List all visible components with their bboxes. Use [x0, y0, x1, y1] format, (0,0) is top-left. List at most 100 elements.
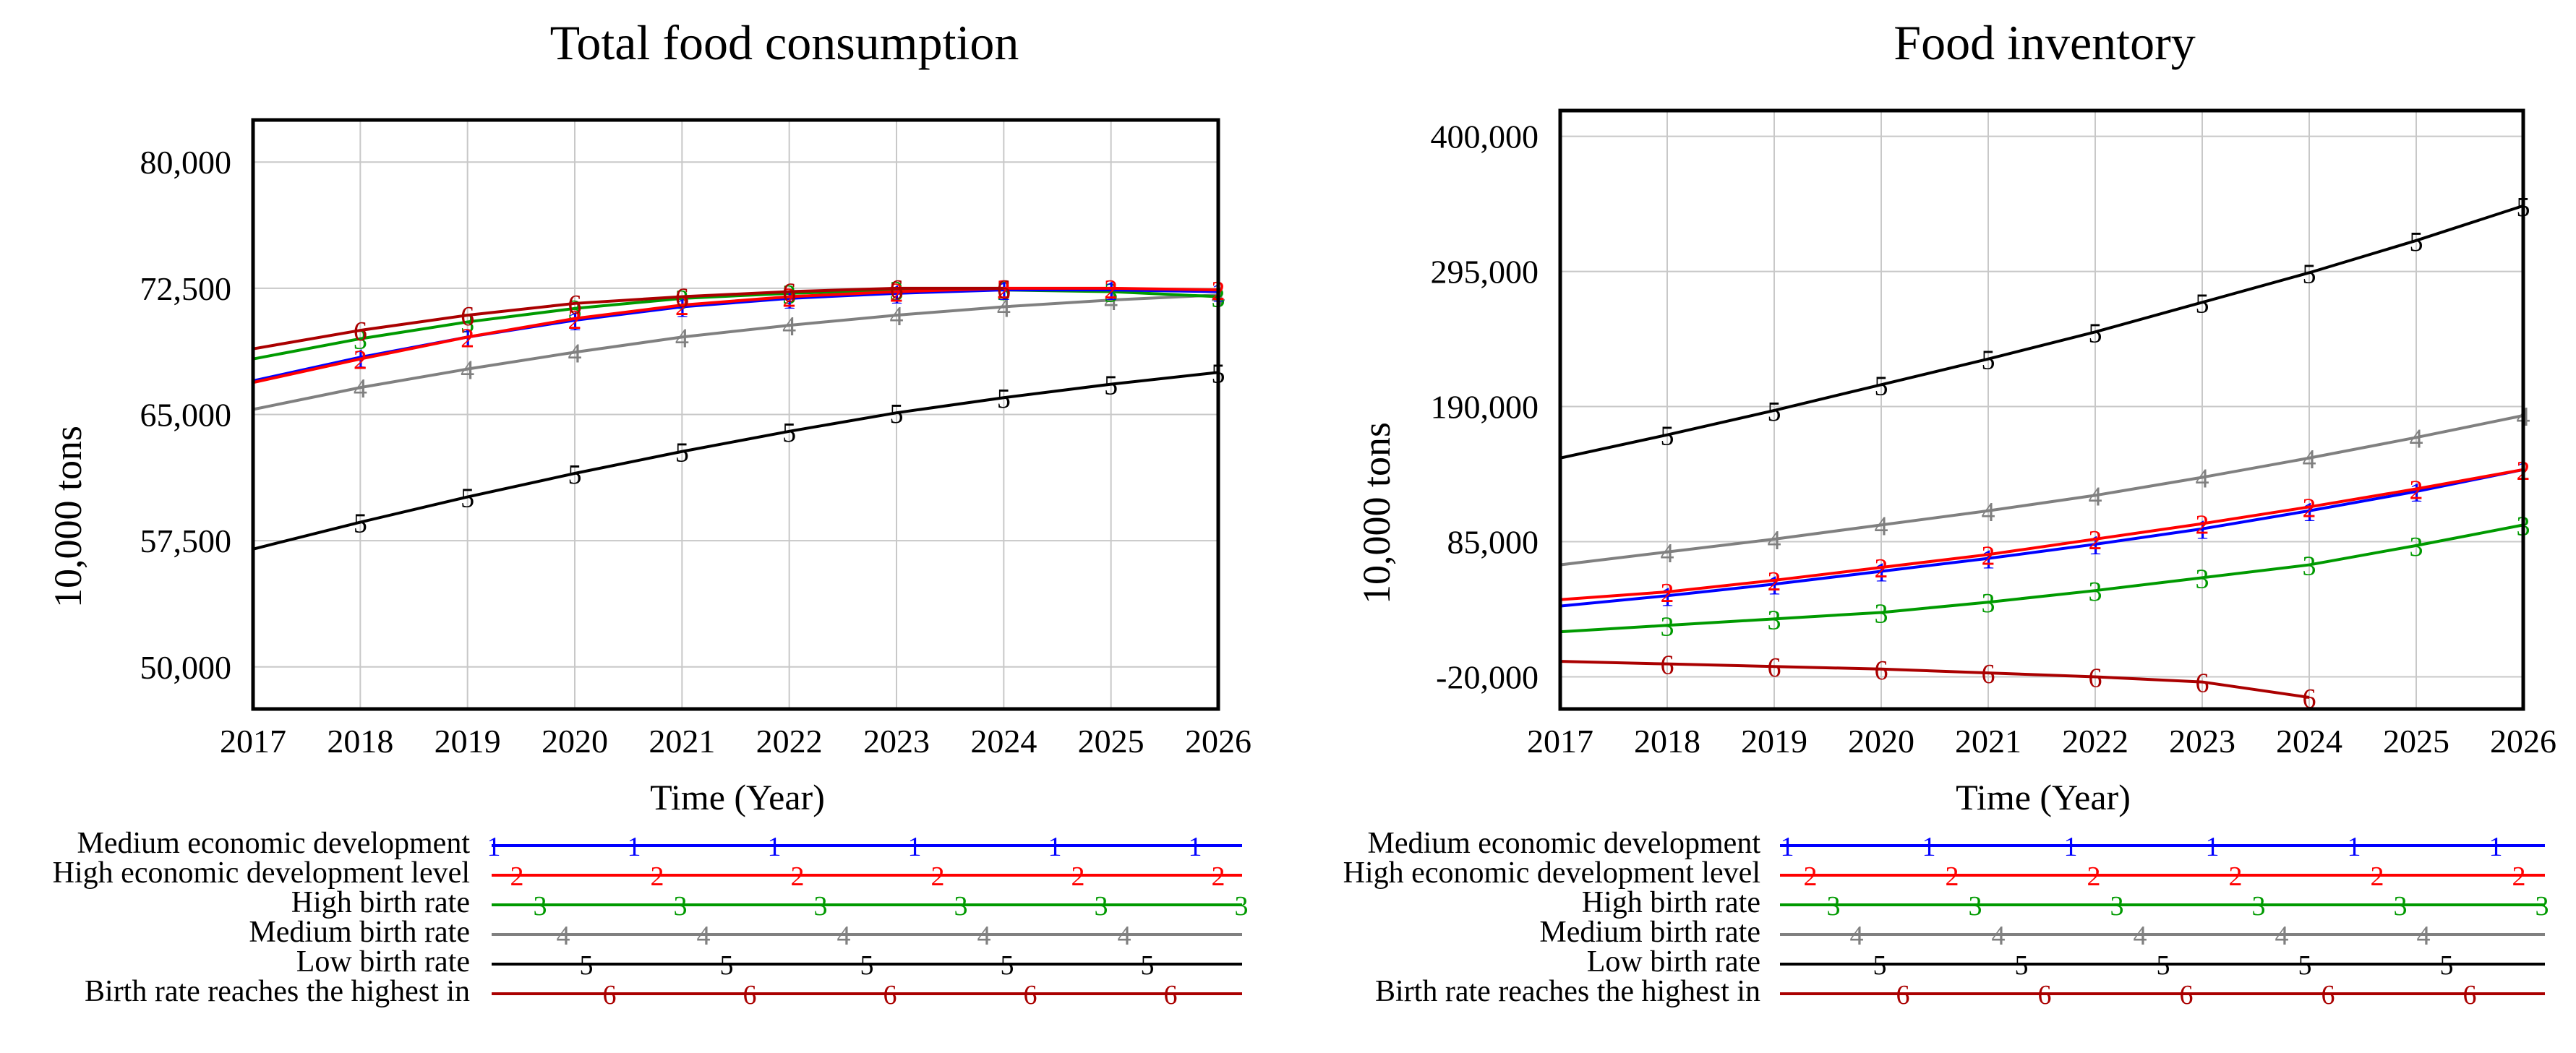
series-4-point-marker: 4	[782, 311, 796, 342]
x-tick-label: 2017	[1527, 723, 1593, 760]
series-1-point-marker: 1	[1104, 276, 1118, 306]
legend-marker-6: 6	[1024, 980, 1037, 1010]
series-2-point-marker: 2	[1661, 578, 1674, 609]
legend-label-6: Birth rate reaches the highest in	[1375, 975, 1760, 1008]
x-tick-label: 2021	[649, 723, 715, 760]
y-tick-label: 50,000	[140, 649, 232, 686]
series-5-point-marker: 5	[1768, 397, 1781, 427]
legend-marker-4: 4	[977, 921, 991, 951]
series-4-point-marker: 4	[2089, 481, 2102, 512]
series-6-point-marker: 6	[1768, 653, 1781, 683]
series-2-point-marker: 2	[1875, 554, 1888, 584]
series-3-point-marker: 3	[354, 325, 367, 356]
x-tick-label: 2026	[2490, 723, 2556, 760]
legend-marker-2: 2	[2087, 861, 2101, 892]
series-2-point-marker: 2	[354, 345, 367, 376]
y-tick-label: 85,000	[1447, 524, 1539, 561]
series-6-point-marker: 6	[2089, 663, 2102, 693]
series-6-point-marker: 6	[461, 301, 474, 332]
series-line-6	[252, 286, 1004, 351]
plot-frame	[1558, 108, 2525, 711]
series-6-point-marker: 6	[997, 275, 1011, 305]
series-6-point-marker: 6	[1982, 659, 1995, 689]
legend-marker-6: 6	[1164, 980, 1178, 1010]
legend-marker-5: 5	[1141, 950, 1155, 981]
legend-marker-4: 4	[2275, 921, 2289, 951]
series-4-point-marker: 4	[1104, 286, 1118, 317]
legend-marker-3: 3	[814, 891, 828, 921]
legend-marker-3: 3	[2252, 891, 2266, 921]
legend-label-4: Medium birth rate	[1539, 916, 1760, 949]
series-4-point-marker: 4	[675, 323, 689, 353]
series-4-point-marker: 4	[997, 293, 1011, 323]
tick-labels: 2017 2018 2019 2020 2021 2022 2023 2024 2025 2026…	[1431, 119, 2557, 760]
x-tick-label: 2018	[1634, 723, 1700, 760]
series-6-point-marker: 6	[890, 275, 904, 305]
series-3-point-marker: 3	[1661, 611, 1674, 642]
legend-label-6: Birth rate reaches the highest in	[85, 975, 470, 1008]
legend-marker-3: 3	[2394, 891, 2408, 921]
legend-marker-2: 2	[2512, 861, 2526, 892]
legend-marker-2: 2	[791, 861, 805, 892]
legend-marker-3: 3	[2536, 891, 2549, 921]
series-2-point-marker: 2	[890, 278, 904, 309]
y-axis-label: 10,000 tons	[46, 426, 90, 608]
y-tick-label: 295,000	[1431, 254, 1539, 291]
x-tick-label: 2023	[863, 723, 930, 760]
series-3-point-marker: 3	[2410, 532, 2423, 562]
x-tick-label: 2020	[542, 723, 608, 760]
series-4-point-marker: 4	[890, 301, 904, 332]
legend-marker-4: 4	[837, 921, 851, 951]
legend-marker-6: 6	[2463, 980, 2477, 1010]
series-3-point-marker: 3	[1982, 588, 1995, 619]
series-1-point-marker: 1	[1661, 582, 1674, 612]
y-tick-label: -20,000	[1436, 658, 1539, 695]
legend-marker-2: 2	[1946, 861, 1959, 892]
legend-marker-3: 3	[1095, 891, 1108, 921]
legend-marker-2: 2	[651, 861, 664, 892]
legend-marker-3: 3	[674, 891, 688, 921]
x-tick-label: 2017	[220, 723, 286, 760]
legend-marker-5: 5	[860, 950, 874, 981]
series-4-point-marker: 4	[2303, 444, 2316, 475]
legend-marker-2: 2	[2229, 861, 2243, 892]
y-tick-label: 57,500	[140, 523, 232, 559]
legend-marker-1: 1	[2348, 832, 2361, 862]
x-tick-label: 2024	[970, 723, 1037, 760]
x-tick-label: 2026	[1185, 723, 1251, 760]
legend-marker-1: 1	[908, 832, 922, 862]
legend-marker-4: 4	[1992, 921, 2006, 951]
series-5-point-marker: 5	[461, 483, 474, 514]
series-1-point-marker: 1	[1982, 545, 1995, 575]
x-tick-label: 2023	[2169, 723, 2235, 760]
series-4-point-marker: 4	[1661, 538, 1674, 569]
chart-title: Total food consumption	[550, 15, 1019, 70]
series-5-point-marker: 5	[675, 438, 689, 468]
y-tick-label: 72,500	[140, 270, 232, 307]
series-2-point-marker: 2	[1982, 541, 1995, 571]
legend-marker-3: 3	[954, 891, 968, 921]
legend-label-1: Medium economic development	[77, 827, 470, 860]
series-1-point-marker: 1	[997, 276, 1011, 306]
x-tick-label: 2022	[2062, 723, 2128, 760]
series-2-point-marker: 2	[2089, 525, 2102, 556]
series-5-point-marker: 5	[354, 509, 367, 539]
series-line-5	[252, 371, 1219, 551]
legend-marker-4: 4	[1118, 921, 1131, 951]
y-tick-label: 190,000	[1431, 389, 1539, 426]
series-6-point-marker: 6	[1661, 650, 1674, 681]
series-5-point-marker: 5	[997, 384, 1011, 414]
legend-label-5: Low birth rate	[1587, 945, 1760, 979]
legend-marker-3: 3	[2110, 891, 2124, 921]
series-2-point-marker: 2	[2303, 493, 2316, 523]
legend-label-2: High economic development level	[1343, 856, 1760, 890]
legend-marker-3: 3	[1969, 891, 1982, 921]
x-tick-label: 2019	[435, 723, 501, 760]
series-6-point-marker: 6	[1875, 656, 1888, 686]
legend-marker-6: 6	[603, 980, 617, 1010]
legend-marker-5: 5	[2440, 950, 2454, 981]
series-5-point-marker: 5	[2303, 259, 2316, 289]
series-4-point-marker: 4	[2410, 424, 2423, 454]
